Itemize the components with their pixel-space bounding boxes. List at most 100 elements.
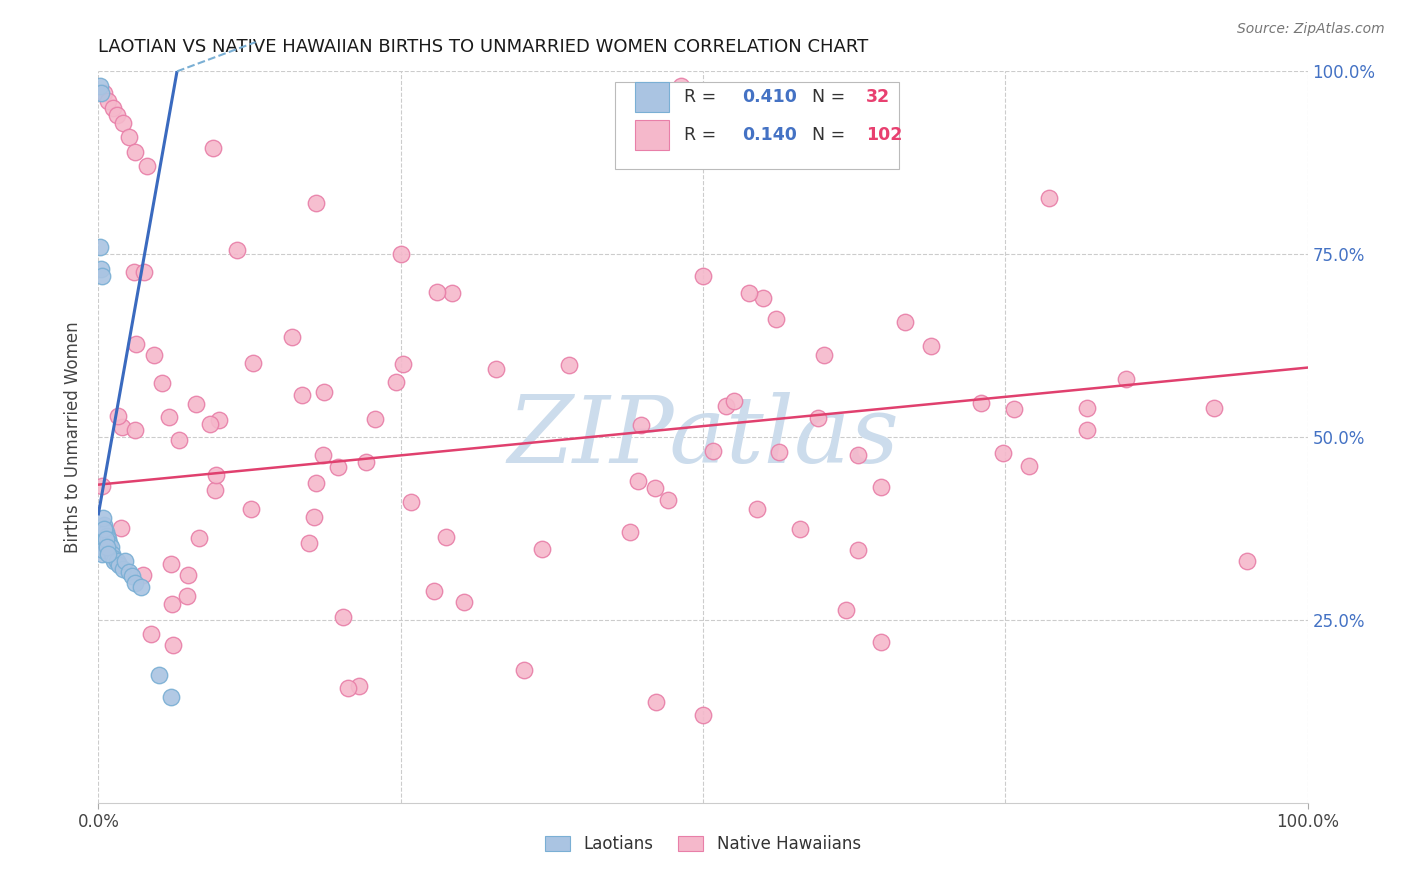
- Point: [160, 597, 183, 611]
- Text: 32: 32: [866, 88, 890, 106]
- Point: [869, 480, 891, 494]
- Point: [96, 540, 118, 554]
- Point: [242, 356, 264, 370]
- Point: [389, 247, 412, 261]
- Text: R =: R =: [683, 88, 721, 106]
- Point: [202, 141, 225, 155]
- Point: [132, 568, 155, 582]
- Point: [702, 443, 724, 458]
- Point: [97, 547, 120, 561]
- Point: [124, 423, 146, 437]
- Point: [765, 312, 787, 326]
- Point: [89, 78, 111, 93]
- Point: [103, 554, 125, 568]
- Point: [846, 542, 869, 557]
- Text: N =: N =: [811, 126, 851, 144]
- Point: [291, 388, 314, 402]
- Point: [204, 467, 226, 482]
- Point: [110, 521, 132, 535]
- Point: [118, 566, 141, 580]
- Point: [90, 536, 112, 550]
- Point: [200, 417, 222, 431]
- Point: [107, 556, 129, 570]
- Point: [993, 445, 1015, 459]
- Point: [619, 525, 641, 540]
- Point: [920, 339, 942, 353]
- Point: [111, 562, 134, 576]
- Point: [108, 558, 131, 573]
- Point: [1115, 372, 1137, 386]
- Point: [1236, 554, 1258, 568]
- Point: [453, 595, 475, 609]
- Point: [93, 87, 115, 101]
- Point: [657, 492, 679, 507]
- Point: [101, 550, 124, 565]
- Point: [336, 681, 359, 695]
- Point: [354, 455, 377, 469]
- Point: [630, 418, 652, 433]
- Point: [100, 540, 122, 554]
- Point: [714, 399, 737, 413]
- Point: [157, 410, 180, 425]
- Point: [143, 347, 166, 361]
- Point: [281, 329, 304, 343]
- Point: [305, 475, 328, 490]
- Legend: Laotians, Native Hawaiians: Laotians, Native Hawaiians: [546, 835, 860, 853]
- Point: [184, 397, 207, 411]
- Bar: [636, 81, 669, 112]
- Point: [93, 517, 115, 532]
- Point: [100, 547, 122, 561]
- Point: [124, 265, 146, 279]
- Point: [894, 315, 917, 329]
- Bar: [636, 120, 669, 151]
- Point: [121, 569, 143, 583]
- Text: 0.410: 0.410: [742, 88, 797, 106]
- Point: [1076, 423, 1098, 437]
- Point: [423, 583, 446, 598]
- Point: [627, 474, 650, 488]
- Point: [176, 589, 198, 603]
- Point: [89, 240, 111, 254]
- Point: [1018, 458, 1040, 473]
- Point: [97, 94, 120, 108]
- Point: [347, 679, 370, 693]
- Point: [531, 541, 554, 556]
- Point: [93, 521, 115, 535]
- Point: [208, 413, 231, 427]
- Point: [669, 78, 692, 93]
- Point: [305, 196, 328, 211]
- Point: [118, 130, 141, 145]
- Point: [558, 358, 581, 372]
- Point: [846, 448, 869, 462]
- Point: [723, 393, 745, 408]
- Point: [434, 530, 457, 544]
- Point: [91, 547, 114, 561]
- Point: [1038, 191, 1060, 205]
- Point: [204, 483, 226, 497]
- Point: [326, 460, 349, 475]
- Point: [392, 357, 415, 371]
- Y-axis label: Births to Unmarried Women: Births to Unmarried Women: [65, 321, 83, 553]
- Point: [160, 690, 183, 704]
- Point: [692, 708, 714, 723]
- Point: [141, 627, 163, 641]
- Point: [311, 448, 333, 462]
- Point: [297, 536, 319, 550]
- Point: [105, 554, 128, 568]
- Point: [94, 533, 117, 547]
- Point: [813, 348, 835, 362]
- Point: [107, 409, 129, 424]
- Point: [304, 510, 326, 524]
- Point: [177, 568, 200, 582]
- Text: N =: N =: [811, 88, 851, 106]
- Text: Source: ZipAtlas.com: Source: ZipAtlas.com: [1237, 22, 1385, 37]
- Point: [91, 269, 114, 284]
- Point: [148, 667, 170, 681]
- Point: [101, 101, 124, 115]
- Text: R =: R =: [683, 126, 721, 144]
- Point: [110, 420, 132, 434]
- Point: [90, 87, 112, 101]
- Point: [485, 362, 508, 376]
- Point: [226, 243, 249, 257]
- Point: [97, 533, 120, 547]
